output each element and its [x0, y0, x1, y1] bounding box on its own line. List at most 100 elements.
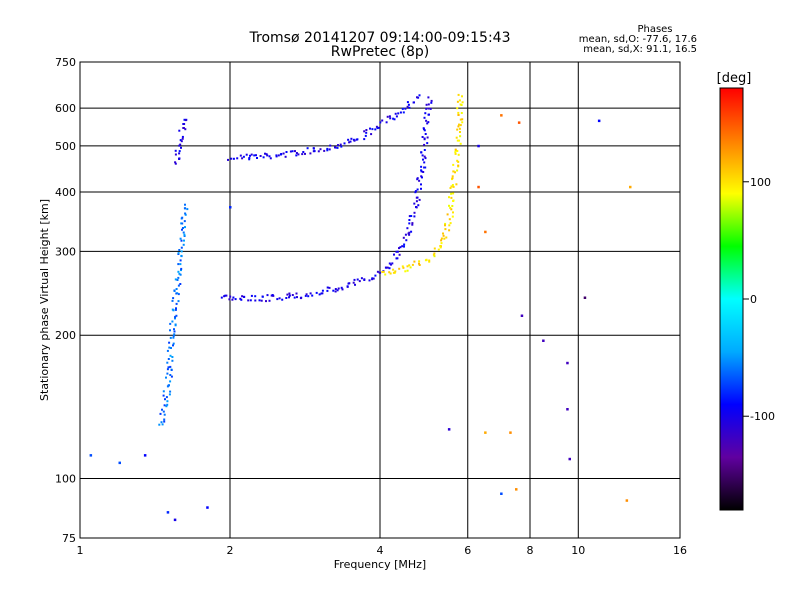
echo-point — [179, 237, 182, 240]
echo-point — [166, 361, 169, 364]
echo-point — [413, 215, 416, 218]
echo-point — [170, 375, 173, 378]
scatter-point — [509, 431, 512, 434]
echo-point — [174, 153, 177, 156]
echo-point — [334, 146, 337, 149]
echo-point — [168, 346, 171, 349]
echo-point — [248, 158, 251, 161]
echo-point — [410, 230, 413, 233]
echo-point — [422, 158, 424, 161]
echo-point — [450, 196, 453, 199]
echo-point — [285, 151, 288, 153]
echo-point — [181, 135, 184, 138]
echo-point — [280, 153, 283, 155]
echo-point — [174, 323, 177, 326]
echo-point — [381, 271, 384, 273]
echo-point — [374, 128, 377, 131]
echo-point — [286, 293, 289, 296]
echo-point — [427, 121, 430, 124]
echo-point — [177, 270, 180, 273]
echo-point — [334, 288, 337, 290]
echo-point — [398, 247, 400, 250]
echo-point — [363, 138, 366, 141]
echo-point — [224, 294, 227, 297]
echo-point — [404, 233, 407, 236]
echo-point — [315, 291, 318, 294]
echo-point — [379, 121, 382, 124]
echo-point — [178, 144, 181, 147]
echo-point — [162, 394, 165, 397]
echo-point — [411, 222, 414, 225]
echo-point — [458, 123, 460, 126]
echo-point — [162, 410, 165, 413]
echo-point — [336, 289, 339, 292]
echo-point — [182, 127, 185, 129]
echo-point — [171, 359, 174, 362]
scatter-point — [143, 454, 147, 457]
echo-point — [304, 152, 306, 155]
echo-point — [418, 262, 420, 265]
echo-point — [262, 156, 265, 159]
echo-point — [242, 155, 245, 158]
echo-point — [448, 196, 450, 199]
echo-point — [423, 143, 426, 146]
echo-point — [243, 295, 245, 298]
echo-point — [363, 130, 366, 133]
echo-point — [177, 284, 180, 287]
echo-point — [393, 253, 395, 256]
y-tick-label: 600 — [55, 102, 76, 115]
echo-point — [422, 171, 425, 173]
y-tick-label: 400 — [55, 186, 76, 199]
echo-point — [398, 267, 401, 270]
echo-point — [404, 270, 407, 273]
echo-point — [170, 347, 172, 349]
echo-point — [291, 150, 294, 153]
echo-point — [169, 380, 172, 383]
echo-point — [340, 286, 343, 289]
scatter-point — [517, 121, 521, 124]
echo-point — [174, 278, 177, 281]
echo-point — [181, 216, 184, 219]
echo-point — [459, 103, 462, 106]
echo-point — [427, 96, 430, 99]
echo-point — [440, 237, 443, 240]
echo-point — [241, 157, 244, 160]
echo-point — [225, 294, 228, 297]
echo-point — [426, 136, 429, 139]
echo-point — [295, 152, 298, 154]
echo-point — [452, 185, 455, 188]
scatter-point — [447, 428, 451, 431]
echo-point — [408, 233, 411, 236]
echo-point — [180, 254, 183, 257]
echo-point — [319, 148, 322, 151]
echo-point — [456, 128, 459, 131]
echo-point — [420, 165, 423, 168]
echo-point — [250, 294, 253, 297]
echo-point — [179, 263, 182, 266]
echo-point — [166, 403, 169, 406]
echo-point — [421, 176, 423, 179]
echo-point — [422, 127, 425, 130]
echo-point — [457, 93, 460, 96]
x-axis-label: Frequency [MHz] — [334, 558, 426, 571]
echo-point — [399, 246, 402, 249]
echo-point — [451, 177, 454, 180]
x-tick-label: 8 — [527, 544, 534, 557]
echo-point — [184, 128, 187, 131]
echo-point — [312, 147, 315, 150]
echo-point — [461, 95, 463, 98]
echo-point — [451, 175, 454, 178]
echo-point — [406, 105, 409, 108]
echo-point — [163, 413, 166, 416]
echo-point — [174, 317, 176, 320]
echo-point — [452, 192, 455, 195]
echo-point — [371, 128, 374, 131]
echo-point — [174, 161, 177, 164]
echo-point — [167, 358, 170, 360]
scatter-point — [566, 408, 569, 411]
echo-point — [396, 250, 399, 253]
echo-point — [420, 151, 423, 154]
echo-point — [354, 283, 356, 286]
echo-point — [232, 296, 235, 299]
echo-point — [376, 127, 379, 130]
